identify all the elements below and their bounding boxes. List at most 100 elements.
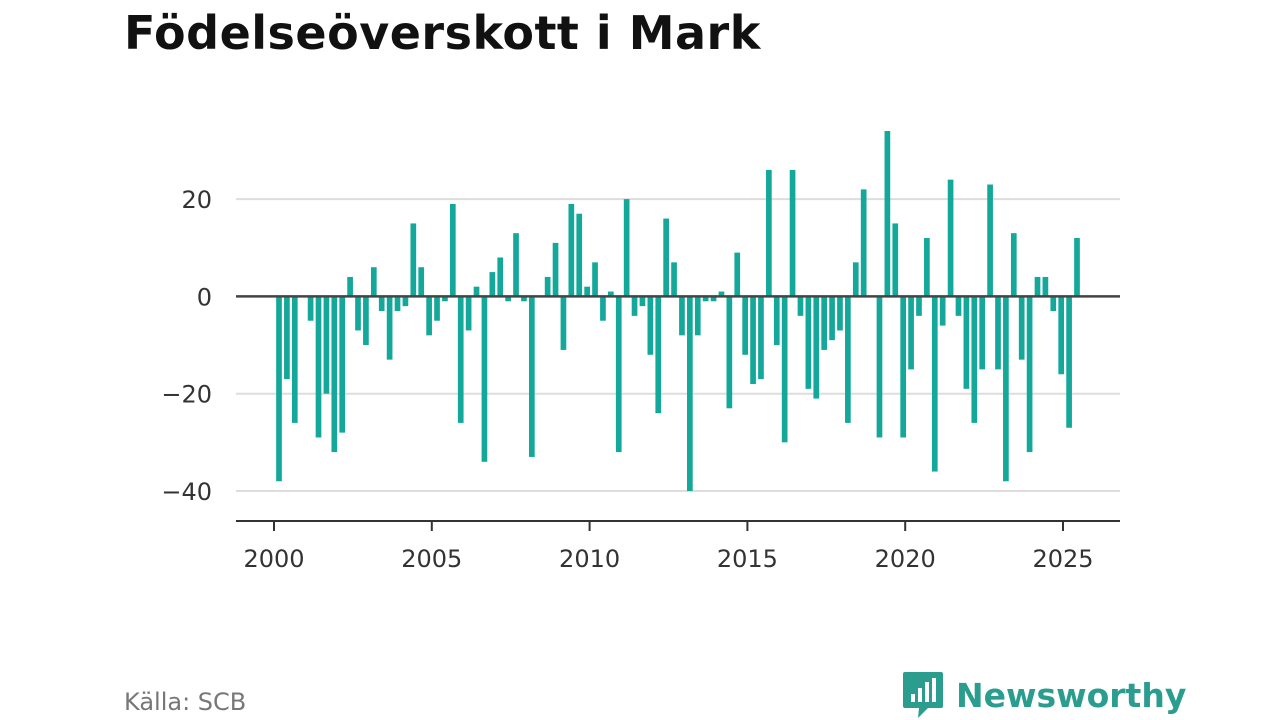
bar (987, 184, 993, 297)
bar (916, 296, 922, 316)
bar (615, 296, 622, 453)
bar (892, 223, 899, 297)
bar (465, 296, 472, 331)
bar (742, 296, 748, 355)
bar (884, 131, 891, 297)
bar (718, 291, 725, 297)
bar (845, 296, 851, 423)
bar (291, 296, 298, 423)
bar (363, 296, 369, 346)
x-tick-label: 2005 (401, 545, 462, 573)
bar (908, 296, 914, 370)
bar (623, 199, 630, 297)
y-tick-label: 20 (181, 186, 212, 214)
bar (726, 296, 733, 409)
bar (1034, 276, 1041, 297)
bar (781, 296, 788, 443)
bar (789, 169, 796, 297)
bar (995, 296, 1001, 370)
bar (347, 276, 353, 297)
bar (1074, 238, 1080, 297)
bar (370, 267, 377, 297)
bar (355, 296, 361, 331)
bar (576, 213, 583, 297)
bar (426, 296, 432, 336)
bar (560, 296, 567, 350)
bar (457, 296, 464, 423)
bar (663, 218, 669, 297)
bar (568, 203, 575, 297)
bar (528, 296, 535, 457)
bar (505, 296, 511, 302)
bar (963, 296, 970, 389)
bar (860, 189, 867, 297)
bar (758, 296, 764, 380)
bar (829, 296, 835, 341)
bar (679, 296, 685, 336)
bar (687, 296, 693, 491)
bar (647, 296, 654, 355)
bar (339, 296, 346, 433)
bar (378, 296, 385, 311)
bar (592, 262, 598, 297)
bar (837, 296, 843, 331)
bar (544, 276, 551, 297)
bar (931, 296, 938, 472)
bar (631, 296, 638, 316)
y-tick-label: 0 (197, 283, 212, 311)
bar (402, 296, 409, 307)
bar (434, 296, 440, 321)
x-tick-label: 2020 (875, 545, 936, 573)
bar (655, 296, 662, 414)
bar (473, 286, 480, 297)
bar (276, 296, 282, 482)
bar (924, 238, 930, 297)
bar (1010, 233, 1017, 297)
bar (797, 296, 804, 316)
bars (276, 131, 1080, 491)
x-tick-label: 2000 (243, 545, 304, 573)
bar (671, 262, 677, 297)
bar (497, 257, 504, 297)
bar (323, 296, 330, 394)
y-tick-label: −40 (161, 478, 212, 506)
bar (608, 291, 614, 297)
bar (331, 296, 338, 453)
bar (694, 296, 701, 336)
bar (710, 296, 717, 302)
bar (1050, 296, 1057, 311)
axes: 20 0 −20 −40 2000 2005 2010 2015 2020 2025 (161, 186, 1120, 573)
bar (813, 296, 820, 399)
bar (979, 296, 986, 370)
chart-title: Födelseöverskott i Mark (124, 6, 761, 60)
bar (734, 252, 741, 297)
bar (1003, 296, 1009, 482)
bar (821, 296, 828, 350)
bar (702, 296, 709, 302)
bar (1018, 296, 1025, 360)
bar (939, 296, 946, 326)
bar (442, 296, 448, 302)
bar (481, 296, 488, 462)
bar (489, 272, 496, 297)
bar (394, 296, 401, 311)
bar (639, 296, 646, 307)
bar (947, 179, 954, 297)
newsworthy-logo-icon (903, 672, 943, 718)
bar (852, 262, 859, 297)
x-tick-label: 2010 (559, 545, 620, 573)
bar (449, 203, 456, 297)
bar (513, 233, 519, 297)
bar (1026, 296, 1033, 453)
x-tick-label: 2015 (717, 545, 778, 573)
brand-name: Newsworthy (956, 675, 1187, 715)
bar (750, 296, 756, 384)
bar (773, 296, 780, 346)
bar (1058, 296, 1065, 375)
y-tick-label: −20 (161, 381, 212, 409)
brand-logo: Newsworthy (902, 670, 1186, 720)
bar (410, 223, 417, 297)
bar (584, 286, 590, 297)
bar (307, 296, 314, 321)
